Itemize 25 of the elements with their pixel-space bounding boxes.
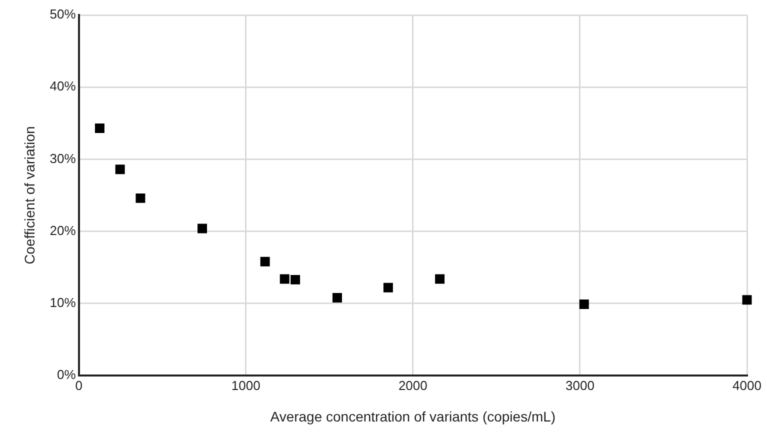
y-tick-label: 10% <box>50 295 76 310</box>
point <box>579 299 589 309</box>
y-tick-label: 30% <box>50 150 76 166</box>
point <box>435 274 445 284</box>
x-tick-label: 2000 <box>398 378 428 393</box>
x-tick-label: 0 <box>75 378 82 393</box>
point <box>290 274 300 284</box>
x-tick-label: 1000 <box>231 378 260 393</box>
point <box>198 224 208 234</box>
y-axis-title: Coefficient of variation <box>21 126 38 264</box>
y-tick-label: 0% <box>57 367 76 382</box>
point <box>332 292 342 302</box>
point <box>260 256 270 266</box>
point <box>280 274 290 284</box>
x-tick-label: 4000 <box>732 378 762 393</box>
x-axis-title: Average concentration of variants (copies/mL) <box>270 408 556 424</box>
point <box>136 193 146 203</box>
point <box>115 164 125 174</box>
y-tick-label: 20% <box>50 222 76 238</box>
y-tick-label: 50% <box>50 6 76 22</box>
point <box>383 282 393 292</box>
point <box>742 295 752 305</box>
y-tick-label: 40% <box>50 78 76 94</box>
x-tick-label: 3000 <box>565 378 594 393</box>
point <box>94 123 104 133</box>
